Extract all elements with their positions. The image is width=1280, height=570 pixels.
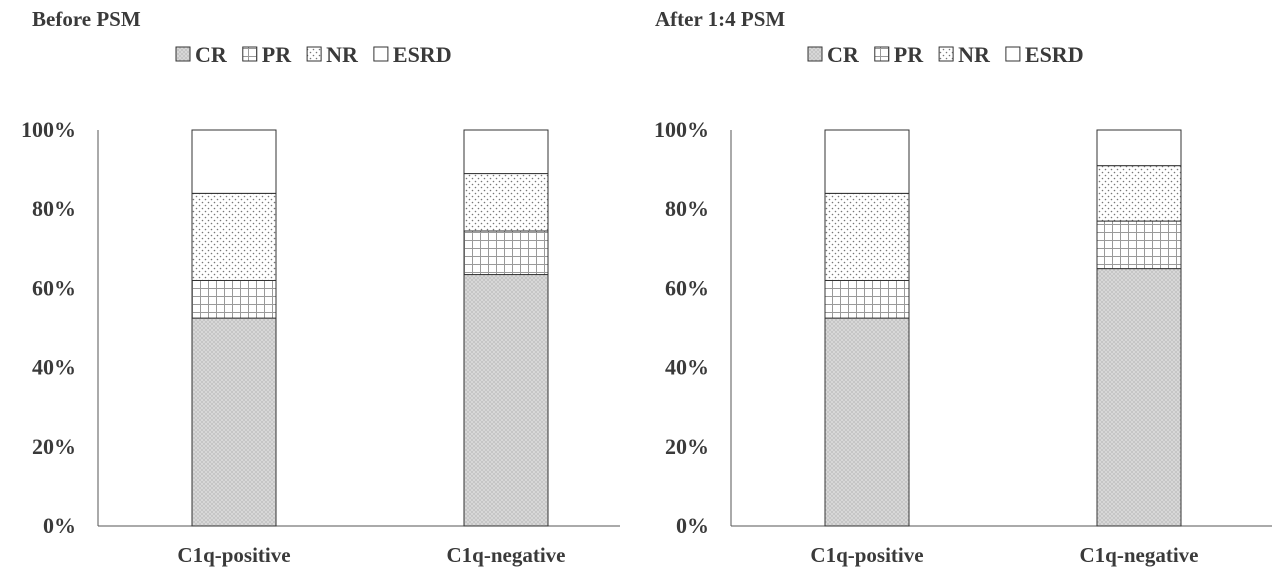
y-tick-label: 60%: [32, 275, 76, 300]
bar-segment-cr: [1096, 268, 1182, 527]
legend-item-pr: PR: [874, 42, 924, 67]
bar-stack-c1q-negative: [463, 129, 549, 527]
bar-segment-pr: [191, 279, 277, 319]
legend-item-nr: NR: [306, 42, 359, 67]
legend-label: CR: [827, 42, 860, 67]
legend-item-esrd: ESRD: [373, 42, 452, 67]
bar-segment-nr: [191, 192, 277, 281]
bar-segment-cr: [824, 317, 910, 527]
x-category-label: C1q-negative: [1080, 543, 1199, 567]
legend-label: NR: [958, 42, 991, 67]
x-category-label: C1q-positive: [177, 543, 290, 567]
y-tick-label: 0%: [676, 513, 709, 538]
legend-swatch: [807, 46, 823, 62]
legend-swatch: [175, 46, 191, 62]
legend-label: NR: [326, 42, 359, 67]
y-tick-label: 40%: [32, 355, 76, 380]
legend-item-nr: NR: [938, 42, 991, 67]
y-tick-label: 40%: [665, 355, 709, 380]
legend-item-esrd: ESRD: [1005, 42, 1084, 67]
bar-stack-c1q-negative: [1096, 129, 1182, 527]
bar-segment-pr: [463, 230, 549, 276]
chart-title: After 1:4 PSM: [655, 7, 785, 31]
bar-stack-c1q-positive: [191, 129, 277, 527]
x-category-label: C1q-negative: [447, 543, 566, 567]
legend: CR PR NR ESRD: [175, 42, 452, 67]
bar-segment-esrd: [463, 129, 549, 175]
legend-swatch: [874, 46, 890, 62]
y-tick-label: 80%: [665, 196, 709, 221]
legend-swatch: [242, 46, 258, 62]
legend-swatch: [938, 46, 954, 62]
legend-label: PR: [262, 42, 292, 67]
chart-panel-1: Before PSM CR PR NR ESRD 0% 20% 40% 60% 80% 100% C1…: [21, 7, 620, 567]
bar-segment-esrd: [191, 129, 277, 194]
y-tick-label: 20%: [32, 434, 76, 459]
legend-label: PR: [894, 42, 924, 67]
legend-label: CR: [195, 42, 228, 67]
bar-segment-cr: [191, 317, 277, 527]
y-tick-label: 20%: [665, 434, 709, 459]
bar-segment-cr: [463, 274, 549, 527]
bar-segment-nr: [1096, 165, 1182, 222]
bar-segment-esrd: [824, 129, 910, 194]
bar-segment-nr: [463, 173, 549, 232]
bar-segment-pr: [824, 279, 910, 319]
chart-panel-2: After 1:4 PSM CR PR NR ESRD 0% 20% 40% 60% 80% 100…: [654, 7, 1272, 567]
y-tick-label: 60%: [665, 275, 709, 300]
bar-segment-esrd: [1096, 129, 1182, 167]
y-tick-label: 100%: [21, 117, 76, 142]
legend-swatch: [1005, 46, 1021, 62]
bar-segment-nr: [824, 192, 910, 281]
chart-title: Before PSM: [32, 7, 141, 31]
legend-item-cr: CR: [175, 42, 228, 67]
legend-label: ESRD: [1025, 42, 1084, 67]
x-category-label: C1q-positive: [810, 543, 923, 567]
bar-stack-c1q-positive: [824, 129, 910, 527]
legend-label: ESRD: [393, 42, 452, 67]
legend: CR PR NR ESRD: [807, 42, 1084, 67]
legend-swatch: [306, 46, 322, 62]
y-tick-label: 80%: [32, 196, 76, 221]
legend-swatch: [373, 46, 389, 62]
y-tick-label: 0%: [43, 513, 76, 538]
legend-item-cr: CR: [807, 42, 860, 67]
bar-segment-pr: [1096, 220, 1182, 270]
y-tick-label: 100%: [654, 117, 709, 142]
legend-item-pr: PR: [242, 42, 292, 67]
